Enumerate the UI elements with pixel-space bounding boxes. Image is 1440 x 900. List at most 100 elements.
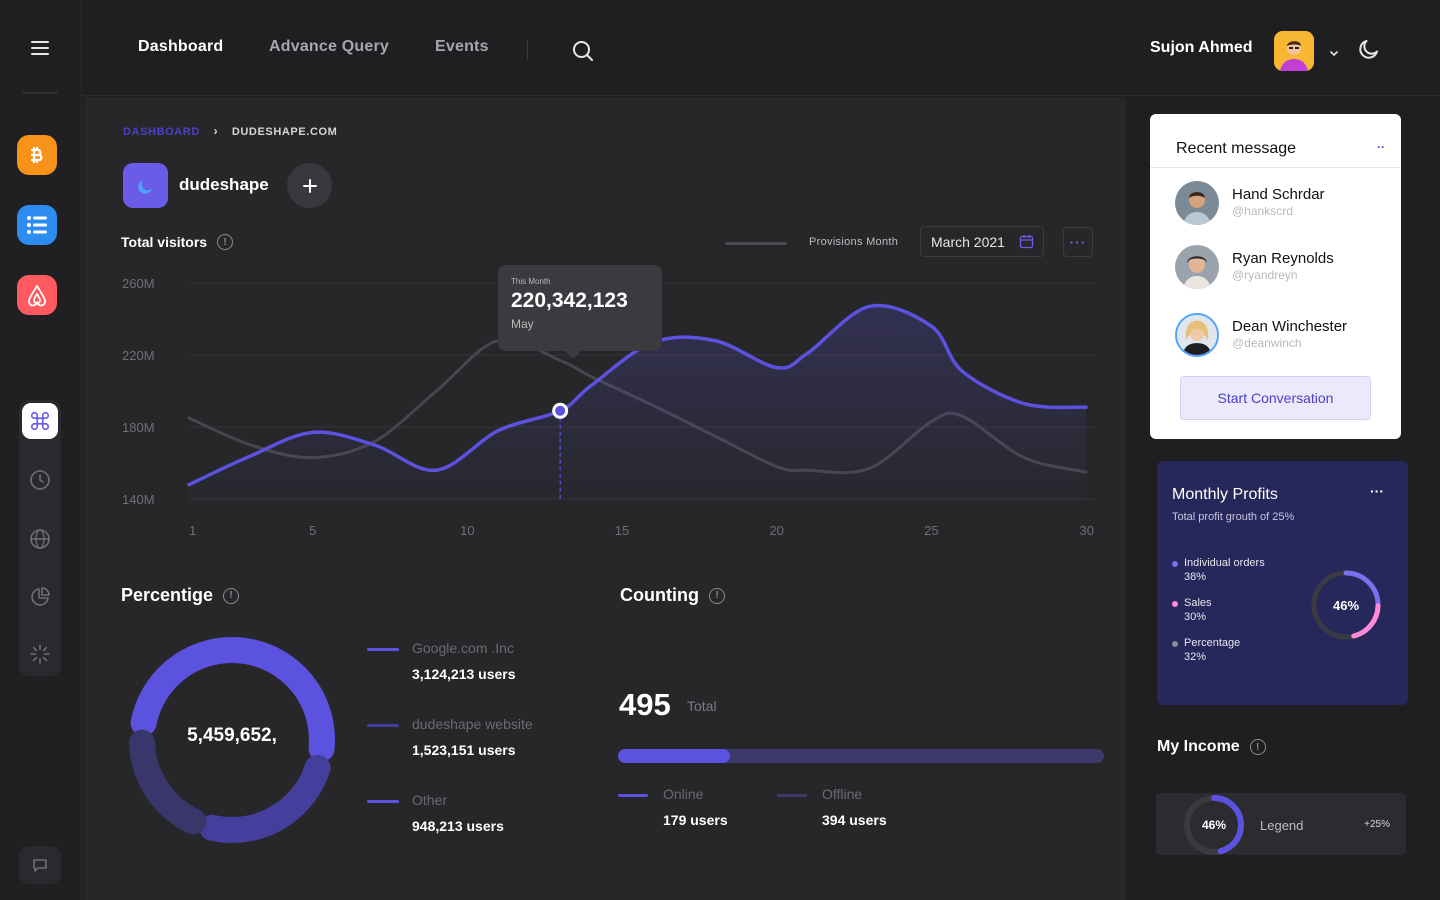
contact-name: Dean Winchester [1232,318,1348,335]
avatar [1175,245,1219,289]
monthly-profits-card: Monthly Profits Total profit grouth of 2… [1157,461,1408,705]
contact-handle: @deanwinch [1232,336,1302,350]
profits-center-value: 46% [1332,597,1360,613]
x-tick-label: 30 [1080,523,1094,538]
user-avatar[interactable] [1274,31,1314,71]
analytics-button[interactable] [29,586,51,608]
visitors-title: Total visitors ! [121,234,234,250]
theme-toggle[interactable] [1357,37,1381,66]
clock-icon [30,470,50,490]
nav-dashboard[interactable]: Dashboard [138,38,224,55]
x-tick-label: 10 [460,523,474,538]
counting-total-label: Total [687,698,717,714]
list-icon [27,216,47,234]
highlight-point[interactable] [555,405,566,416]
legend-swatch [367,724,399,727]
list-app-button[interactable] [17,205,57,245]
legend-label: Sales [1184,597,1212,609]
donut-segment [129,637,335,843]
tooltip-label: This Month [511,277,551,286]
income-delta: +25% [1364,819,1390,830]
income-center-value: 46% [1201,818,1227,832]
breadcrumb: DASHBOARD › DUDESHAPE.COM [123,124,337,138]
info-icon[interactable]: ! [217,234,234,250]
legend-dot [1172,561,1178,567]
legend-label: Google.com .Inc [412,640,514,656]
legend-swatch [367,648,399,651]
start-conversation-button[interactable]: Start Conversation [1180,376,1371,420]
avatar [1175,313,1219,357]
rail-tools-group [19,400,61,676]
card-divider [1150,167,1401,168]
legend-label: Percentage [1184,637,1241,649]
nav-events[interactable]: Events [435,38,489,55]
menu-icon[interactable] [31,41,49,55]
main-panel: DASHBOARD › DUDESHAPE.COM dudeshape Tota… [84,97,1126,900]
percentage-title: Percentige ! [121,585,240,606]
legend-line [725,242,787,245]
right-column: Recent message ·· Hand Schrdar @hankscrd… [1126,97,1440,900]
legend-dot [1172,601,1178,607]
info-icon[interactable]: ! [708,587,725,604]
chart-tooltip: This Month 220,342,123 May [498,265,662,359]
income-legend: Legend [1260,818,1304,833]
visitors-title-text: Total visitors [121,234,208,250]
bitcoin-app-button[interactable] [17,135,57,175]
tooltip-month: May [511,317,534,331]
profits-subtitle: Total profit grouth of 25% [1172,511,1295,523]
loading-button[interactable] [29,643,51,665]
legend-value: 30% [1184,611,1207,623]
legend-value: 32% [1184,651,1207,663]
messages-more-button[interactable]: ·· [1377,140,1385,154]
legend-label: dudeshape website [412,716,533,732]
contact-name: Ryan Reynolds [1232,250,1334,267]
recent-messages-card: Recent message ·· Hand Schrdar @hankscrd… [1150,114,1401,439]
breadcrumb-current: DUDESHAPE.COM [231,126,338,138]
chart-more-button[interactable]: ··· [1063,227,1093,257]
breadcrumb-root[interactable]: DASHBOARD [123,126,200,138]
profits-donut-ring [1311,570,1381,640]
project-icon-button[interactable] [123,163,168,208]
contact-avatar-image [1177,315,1217,355]
chevron-down-icon [1330,51,1338,57]
user-name: Sujon Ahmed [1150,39,1253,56]
chat-button[interactable] [19,846,61,884]
nav-separator [527,40,528,60]
y-tick-label: 140M [122,492,155,507]
income-title: My Income ! [1157,738,1266,756]
counting-progress-bar [618,749,1104,763]
y-tick-label: 260M [122,276,155,291]
info-icon[interactable]: ! [1249,739,1266,755]
airbnb-app-button[interactable] [17,275,57,315]
percentage-donut [129,637,335,843]
y-tick-label: 220M [122,348,155,363]
legend-value: 179 users [663,812,728,828]
donut-segment [129,637,335,843]
globe-button[interactable] [29,528,51,550]
history-button[interactable] [29,469,51,491]
income-title-text: My Income [1157,738,1240,755]
legend-value: 394 users [822,812,887,828]
info-icon[interactable]: ! [223,587,240,604]
globe-icon [30,529,50,549]
contact-handle: @hankscrd [1232,204,1293,218]
airbnb-icon [28,285,46,307]
search-icon [573,41,593,61]
profits-more-button[interactable]: ··· [1370,483,1384,499]
pie-chart-icon [31,587,50,606]
legend-label: Online [663,786,704,802]
command-button[interactable] [22,403,58,439]
plus-icon [302,178,317,193]
user-menu-toggle[interactable] [1330,44,1338,62]
x-tick-label: 15 [615,523,629,538]
counting-title: Counting ! [620,585,725,606]
donut-segment [129,637,335,843]
profits-arc-sales [1311,570,1381,640]
nav-advance-query[interactable]: Advance Query [269,38,389,55]
profits-title: Monthly Profits [1172,486,1278,503]
search-button[interactable] [572,40,594,67]
x-tick-label: 5 [309,523,316,538]
month-picker[interactable]: March 2021 [920,226,1044,257]
add-project-button[interactable] [287,163,332,208]
tooltip-value: 220,342,123 [511,289,628,312]
